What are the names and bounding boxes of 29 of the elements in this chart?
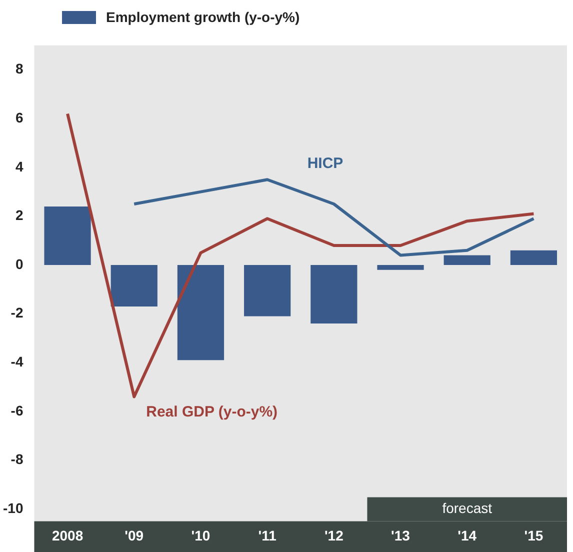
bar xyxy=(177,265,224,360)
x-tick-label: '10 xyxy=(191,527,210,544)
y-tick-label: 4 xyxy=(15,158,24,174)
series-label: Real GDP (y-o-y%) xyxy=(146,403,278,420)
x-tick-label: '12 xyxy=(324,527,344,544)
bar xyxy=(244,265,291,316)
y-tick-label: -4 xyxy=(10,353,24,370)
bar xyxy=(110,265,158,306)
y-tick-label: 6 xyxy=(15,109,24,126)
bar xyxy=(44,206,91,265)
y-tick-label: 0 xyxy=(15,256,24,272)
bar xyxy=(310,265,358,324)
legend-label: Employment growth (y-o-y%) xyxy=(106,9,300,25)
y-tick-label: -2 xyxy=(10,304,24,321)
x-tick-label: '11 xyxy=(258,527,277,544)
y-tick-label: -8 xyxy=(10,451,24,468)
y-tick-label: 8 xyxy=(15,60,24,77)
y-tick-label: -6 xyxy=(10,402,24,418)
y-tick-label: -10 xyxy=(3,500,24,516)
x-tick-label: '15 xyxy=(524,527,544,544)
x-tick-label: '13 xyxy=(391,527,410,544)
x-tick-label: '14 xyxy=(458,527,477,544)
bar xyxy=(377,265,424,270)
series-label: HICP xyxy=(307,155,344,172)
band-label: forecast xyxy=(442,500,492,516)
bar xyxy=(510,250,558,265)
y-tick-label: 2 xyxy=(15,207,24,224)
x-tick-label: 2008 xyxy=(52,527,84,544)
x-tick-label: '09 xyxy=(124,527,144,544)
